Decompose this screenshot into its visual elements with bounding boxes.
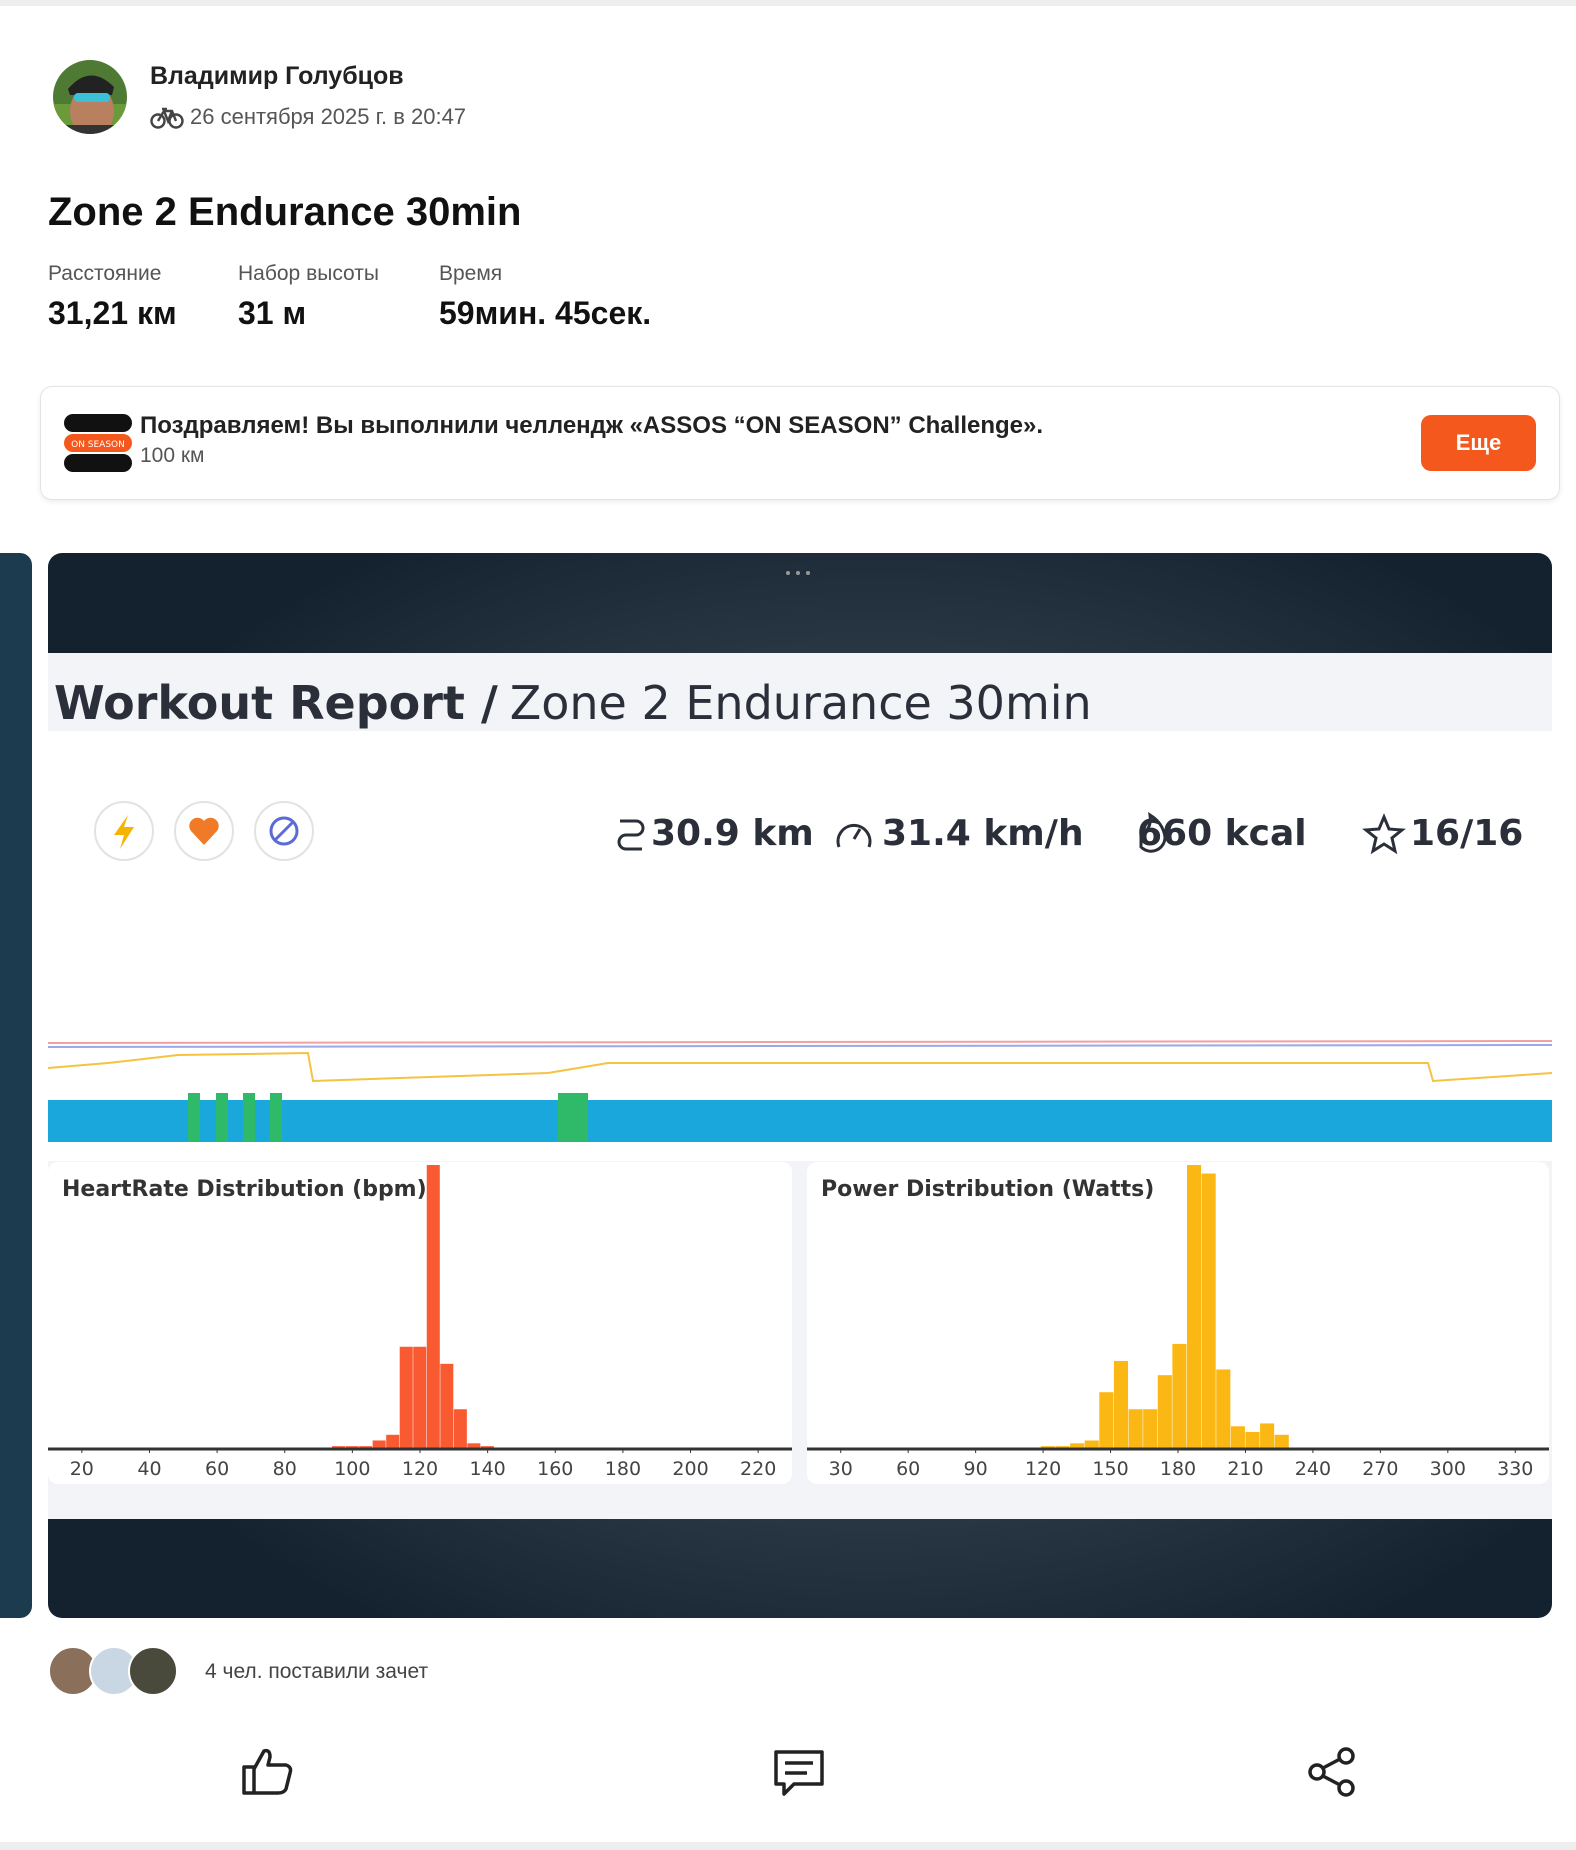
- histogram-bar: [1143, 1409, 1158, 1449]
- x-tick-label: 140: [470, 1458, 506, 1480]
- histogram-bar: [1186, 1165, 1202, 1449]
- author-name[interactable]: Владимир Голубцов: [150, 62, 404, 90]
- image-title: Workout Report / Zone 2 Endurance 30min: [54, 676, 1092, 730]
- histogram-bar: [426, 1165, 440, 1449]
- x-tick-label: 90: [964, 1458, 988, 1480]
- x-tick-label: 80: [273, 1458, 297, 1480]
- badge-text: ON SEASON: [71, 440, 125, 450]
- histogram-bar: [453, 1409, 467, 1449]
- x-tick-label: 100: [334, 1458, 370, 1480]
- image-stat: 31.4 km/h: [882, 813, 1084, 854]
- challenge-card[interactable]: [40, 386, 1560, 500]
- x-tick-label: 120: [402, 1458, 438, 1480]
- histogram-bar: [1128, 1409, 1143, 1449]
- workout-image[interactable]: Workout Report / Zone 2 Endurance 30min 3…: [48, 553, 1552, 1618]
- post-title: Zone 2 Endurance 30min: [48, 190, 522, 234]
- challenge-distance: 100 км: [140, 444, 205, 467]
- histogram-bar: [1274, 1434, 1289, 1449]
- like-button[interactable]: [240, 1745, 294, 1797]
- kudos-avatars[interactable]: [48, 1645, 183, 1697]
- histogram-bar: [440, 1363, 454, 1449]
- chart-title: Power Distribution (Watts): [821, 1177, 1154, 1202]
- histogram-bar: [1245, 1431, 1260, 1449]
- x-tick-label: 60: [205, 1458, 229, 1480]
- histogram-bar: [413, 1346, 427, 1449]
- stat-label: Набор высоты: [238, 262, 379, 285]
- timeline-chart: [48, 1040, 1552, 1142]
- histogram-bar: [372, 1440, 386, 1449]
- x-tick-label: 270: [1362, 1458, 1398, 1480]
- histogram-bar: [1172, 1343, 1187, 1449]
- x-tick-label: 160: [537, 1458, 573, 1480]
- histogram-bar: [1260, 1423, 1275, 1449]
- x-tick-label: 240: [1295, 1458, 1331, 1480]
- chart-title: HeartRate Distribution (bpm): [62, 1177, 427, 1202]
- histogram-bar: [1230, 1426, 1245, 1449]
- comment-button[interactable]: [772, 1748, 826, 1798]
- x-tick-label: 120: [1025, 1458, 1061, 1480]
- x-tick-label: 150: [1092, 1458, 1128, 1480]
- challenge-text: Поздравляем! Вы выполнили челлендж «ASSO…: [140, 412, 1044, 439]
- top-bar: [0, 0, 1576, 6]
- x-tick-label: 60: [896, 1458, 920, 1480]
- x-tick-label: 40: [137, 1458, 161, 1480]
- histogram-bar: [1113, 1360, 1129, 1449]
- stat-value: 59мин. 45сек.: [439, 295, 652, 331]
- more-button[interactable]: Еще: [1421, 415, 1536, 471]
- x-tick-label: 200: [672, 1458, 708, 1480]
- prev-image[interactable]: [0, 553, 32, 1618]
- bike-icon: [150, 107, 184, 129]
- stat-label: Время: [439, 262, 503, 285]
- histogram-bar: [386, 1434, 400, 1449]
- x-tick-label: 300: [1430, 1458, 1466, 1480]
- x-tick-label: 20: [70, 1458, 94, 1480]
- image-title-rest: Zone 2 Endurance 30min: [510, 676, 1092, 730]
- bottom-bar: [0, 1842, 1576, 1850]
- kudos-count[interactable]: 4 чел. поставили зачет: [205, 1660, 429, 1683]
- histogram-bar: [1070, 1443, 1085, 1449]
- stat-label: Расстояние: [48, 262, 162, 285]
- x-tick-label: 180: [605, 1458, 641, 1480]
- histogram-bar: [1201, 1173, 1216, 1449]
- x-tick-label: 220: [740, 1458, 776, 1480]
- x-tick-label: 210: [1227, 1458, 1263, 1480]
- x-tick-label: 30: [829, 1458, 853, 1480]
- histogram-bar: [1216, 1369, 1231, 1449]
- image-stat: 30.9 km: [651, 813, 814, 854]
- histogram-bar: [1099, 1392, 1114, 1449]
- histogram-bar: [399, 1346, 413, 1449]
- stat-value: 31 м: [238, 295, 307, 331]
- image-title-bold: Workout Report /: [54, 676, 498, 730]
- histogram-bar: [1084, 1440, 1099, 1449]
- x-tick-label: 180: [1160, 1458, 1196, 1480]
- author-avatar[interactable]: [52, 59, 132, 139]
- histogram-bar: [1157, 1375, 1172, 1449]
- post-date: 26 сентября 2025 г. в 20:47: [190, 104, 467, 129]
- histogram-bar: [467, 1443, 481, 1449]
- image-stat: 16/16: [1410, 813, 1523, 854]
- challenge-badge: ON SEASON: [64, 414, 132, 472]
- image-stat: 660 kcal: [1137, 813, 1307, 854]
- share-button[interactable]: [1306, 1746, 1358, 1798]
- stat-value: 31,21 км: [48, 295, 177, 331]
- x-tick-label: 330: [1497, 1458, 1533, 1480]
